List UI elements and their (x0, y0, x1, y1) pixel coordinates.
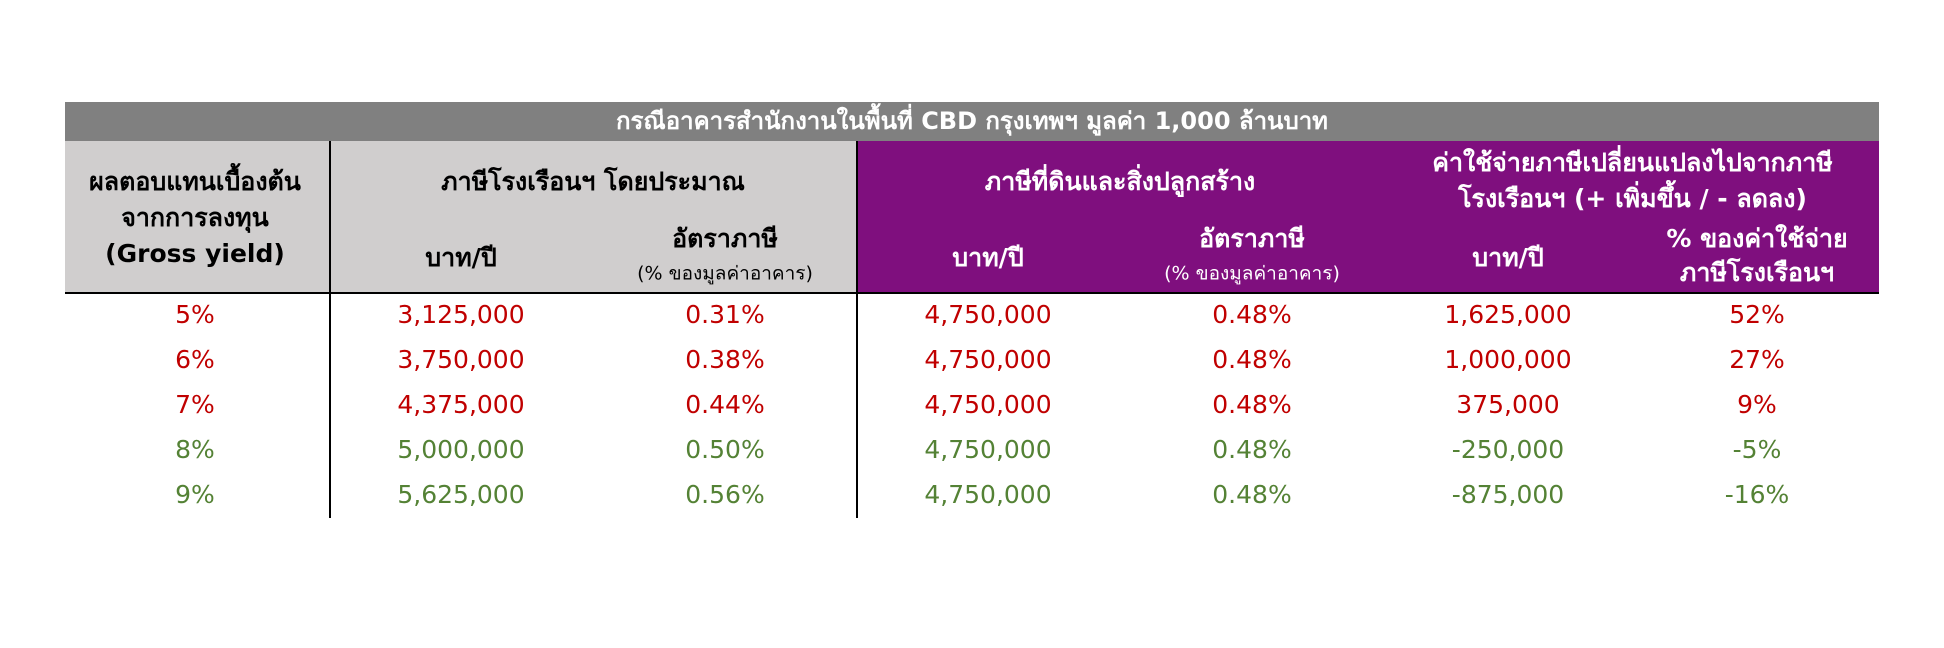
group-header: โรงเรือนฯ (+ เพิ่มขึ้น / - ลดลง) (1457, 179, 1807, 213)
table-cell: 3,125,000 (397, 300, 524, 329)
table-cell: 5,000,000 (397, 435, 524, 464)
sub-header: บาท/ปี (425, 243, 496, 272)
table-cell: 0.48% (1212, 345, 1291, 374)
table-cell: 4,375,000 (397, 390, 524, 419)
table-cell: -5% (1733, 435, 1782, 464)
table-cell: 1,000,000 (1444, 345, 1571, 374)
table-cell: 375,000 (1456, 390, 1559, 419)
table-cell: 0.48% (1212, 435, 1291, 464)
table-cell: 0.48% (1212, 300, 1291, 329)
header-label: (Gross yield) (105, 239, 285, 268)
table-cell: 0.48% (1212, 480, 1291, 509)
header-gray (65, 141, 857, 293)
sub-header: ภาษีโรงเรือนฯ (1680, 257, 1834, 287)
table-cell: 1,625,000 (1444, 300, 1571, 329)
table-title: กรณีอาคารสำนักงานในพื้นที่ CBD กรุงเทพฯ … (616, 102, 1328, 137)
table-cell: 4,750,000 (924, 300, 1051, 329)
header-label: ผลตอบแทนเบื้องต้น (89, 162, 301, 196)
group-header: ภาษีโรงเรือนฯ โดยประมาณ (441, 166, 745, 196)
table-cell: 4,750,000 (924, 390, 1051, 419)
sub-header: บาท/ปี (1472, 243, 1543, 272)
sub-header: บาท/ปี (952, 243, 1023, 272)
title-bar (65, 102, 1879, 141)
sub-header: อัตราภาษี (672, 224, 778, 253)
table-cell: 3,750,000 (397, 345, 524, 374)
group-header: ภาษีที่ดินและสิ่งปลูกสร้าง (985, 164, 1255, 198)
sub-header: (% ของมูลค่าอาคาร) (637, 263, 813, 285)
table-cell: 0.56% (685, 480, 764, 509)
sub-header: อัตราภาษี (1199, 224, 1305, 253)
table-cell: 0.31% (685, 300, 764, 329)
table-cell: 0.44% (685, 390, 764, 419)
table-cell: -250,000 (1452, 435, 1564, 464)
table-cell: 9% (1737, 390, 1777, 419)
table-cell: 9% (175, 480, 215, 509)
table-cell: 5,625,000 (397, 480, 524, 509)
header-purple (857, 141, 1879, 293)
table-cell: 27% (1729, 345, 1785, 374)
sub-header: (% ของมูลค่าอาคาร) (1164, 263, 1340, 285)
table-cell: 0.50% (685, 435, 764, 464)
header-label: จากการลงทุน (121, 203, 269, 234)
table-cell: 7% (175, 390, 215, 419)
table-cell: -875,000 (1452, 480, 1564, 509)
table-cell: 4,750,000 (924, 345, 1051, 374)
table-cell: 52% (1729, 300, 1785, 329)
table-cell: 4,750,000 (924, 480, 1051, 509)
table-cell: 0.48% (1212, 390, 1291, 419)
table-cell: 4,750,000 (924, 435, 1051, 464)
group-header: ค่าใช้จ่ายภาษีเปลี่ยนแปลงไปจากภาษี (1432, 145, 1833, 177)
sub-header: % ของค่าใช้จ่าย (1666, 223, 1847, 253)
table-cell: 8% (175, 435, 215, 464)
table-cell: -16% (1725, 480, 1790, 509)
table-cell: 6% (175, 345, 215, 374)
table-cell: 5% (175, 300, 215, 329)
table-cell: 0.38% (685, 345, 764, 374)
